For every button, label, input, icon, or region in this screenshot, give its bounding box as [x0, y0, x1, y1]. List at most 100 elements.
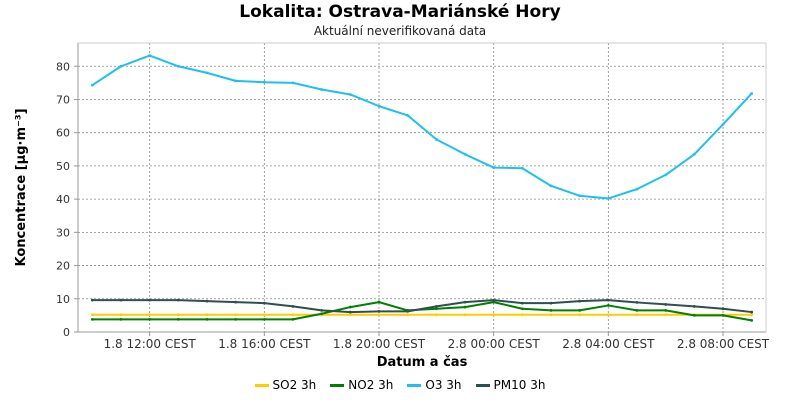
x-tick-label: 2.8 00:00 CEST	[448, 337, 541, 351]
data-point-pm10-3h	[176, 298, 180, 302]
legend-swatch	[407, 383, 422, 387]
data-point-o3-3h	[320, 88, 324, 91]
data-point-pm10-3h	[119, 298, 123, 302]
data-point-pm10-3h	[234, 300, 238, 304]
data-point-so2-3h	[606, 313, 610, 317]
data-point-so2-3h	[635, 313, 639, 317]
data-point-so2-3h	[377, 313, 381, 317]
data-point-no2-3h	[549, 309, 553, 312]
data-point-o3-3h	[406, 114, 410, 117]
x-tick-label: 2.8 08:00 CEST	[677, 337, 770, 351]
legend-label: NO2 3h	[348, 378, 394, 392]
data-point-pm10-3h	[348, 310, 352, 314]
data-point-pm10-3h	[750, 310, 754, 314]
data-point-no2-3h	[578, 309, 582, 312]
y-tick-label: 40	[56, 193, 70, 206]
data-point-o3-3h	[635, 187, 639, 191]
data-point-no2-3h	[606, 304, 610, 307]
data-point-pm10-3h	[291, 305, 295, 308]
y-tick-label: 10	[56, 293, 70, 306]
data-point-so2-3h	[176, 313, 180, 317]
data-point-so2-3h	[205, 313, 209, 317]
x-axis-label: Datum a čas	[377, 355, 468, 370]
data-point-o3-3h	[90, 83, 94, 87]
data-point-no2-3h	[492, 300, 496, 304]
data-point-pm10-3h	[205, 299, 209, 303]
chart-subtitle: Aktuální neverifikovaná data	[313, 24, 487, 38]
data-point-o3-3h	[492, 166, 496, 169]
data-point-no2-3h	[234, 317, 238, 321]
data-point-no2-3h	[721, 313, 725, 317]
data-point-pm10-3h	[606, 298, 610, 302]
data-point-so2-3h	[119, 313, 123, 317]
data-point-so2-3h	[578, 313, 582, 317]
data-point-so2-3h	[406, 313, 410, 317]
y-tick-label: 30	[56, 226, 70, 239]
data-point-pm10-3h	[520, 301, 524, 305]
data-point-o3-3h	[119, 64, 123, 68]
data-point-pm10-3h	[692, 305, 696, 308]
data-point-no2-3h	[262, 317, 266, 321]
data-point-pm10-3h	[148, 298, 152, 302]
data-point-o3-3h	[348, 93, 352, 96]
legend: SO2 3h NO2 3h O3 3h PM10 3h	[0, 378, 800, 392]
data-point-no2-3h	[90, 317, 94, 321]
grid-lines	[78, 43, 766, 332]
data-point-pm10-3h	[549, 301, 553, 305]
data-point-no2-3h	[348, 305, 352, 309]
data-point-no2-3h	[463, 305, 467, 309]
x-tick-labels: 1.8 12:00 CEST 1.8 16:00 CEST 1.8 20:00 CE…	[104, 332, 770, 351]
y-tick-label: 80	[56, 60, 70, 73]
data-point-o3-3h	[721, 122, 725, 126]
data-point-so2-3h	[492, 313, 496, 317]
data-point-so2-3h	[520, 313, 524, 317]
data-point-o3-3h	[434, 137, 438, 141]
data-point-pm10-3h	[578, 299, 582, 303]
data-point-pm10-3h	[90, 298, 94, 302]
data-point-so2-3h	[234, 313, 238, 317]
legend-label: O3 3h	[425, 378, 462, 392]
data-point-o3-3h	[606, 197, 610, 200]
x-tick-label: 1.8 20:00 CEST	[333, 337, 426, 351]
legend-swatch	[330, 383, 345, 387]
data-point-pm10-3h	[406, 310, 410, 313]
data-point-pm10-3h	[434, 305, 438, 308]
data-point-o3-3h	[520, 166, 524, 170]
series-lines	[90, 54, 754, 322]
chart-title: Lokalita: Ostrava-Mariánské Hory	[239, 2, 561, 22]
data-point-no2-3h	[176, 317, 180, 321]
x-tick-label: 1.8 16:00 CEST	[218, 337, 311, 351]
data-point-o3-3h	[750, 92, 754, 95]
data-point-so2-3h	[348, 313, 352, 317]
legend-label: SO2 3h	[272, 378, 317, 392]
data-point-no2-3h	[520, 307, 524, 311]
data-point-o3-3h	[234, 79, 238, 83]
data-point-o3-3h	[262, 80, 266, 84]
plot-area	[78, 43, 766, 332]
data-point-no2-3h	[205, 317, 209, 321]
data-point-pm10-3h	[635, 301, 639, 304]
data-point-so2-3h	[291, 313, 295, 317]
data-point-no2-3h	[664, 309, 668, 312]
y-axis-label: Koncentrace [µg·m⁻³]	[14, 108, 29, 266]
series-line-o3-3h	[91, 54, 753, 200]
data-point-pm10-3h	[664, 303, 668, 306]
data-point-so2-3h	[434, 313, 438, 317]
data-point-so2-3h	[262, 313, 266, 317]
data-point-pm10-3h	[463, 300, 467, 304]
data-point-pm10-3h	[492, 298, 496, 302]
line-chart: 0 10 20 30 40 50 60 70 80 1.8 12:00 CEST 1.8 16:0…	[14, 42, 770, 370]
data-point-pm10-3h	[320, 309, 324, 312]
data-point-so2-3h	[90, 313, 94, 317]
data-point-o3-3h	[176, 64, 180, 68]
series-line-pm10-3h	[92, 299, 752, 314]
data-point-no2-3h	[320, 312, 324, 316]
data-point-pm10-3h	[262, 301, 266, 305]
legend-item-so2-3h: SO2 3h	[254, 378, 317, 392]
x-tick-label: 2.8 04:00 CEST	[562, 337, 655, 351]
data-point-o3-3h	[148, 54, 152, 58]
legend-label: PM10 3h	[493, 378, 546, 392]
y-tick-label: 70	[56, 93, 70, 106]
legend-swatch	[475, 383, 490, 387]
legend-item-o3-3h: O3 3h	[407, 378, 462, 392]
